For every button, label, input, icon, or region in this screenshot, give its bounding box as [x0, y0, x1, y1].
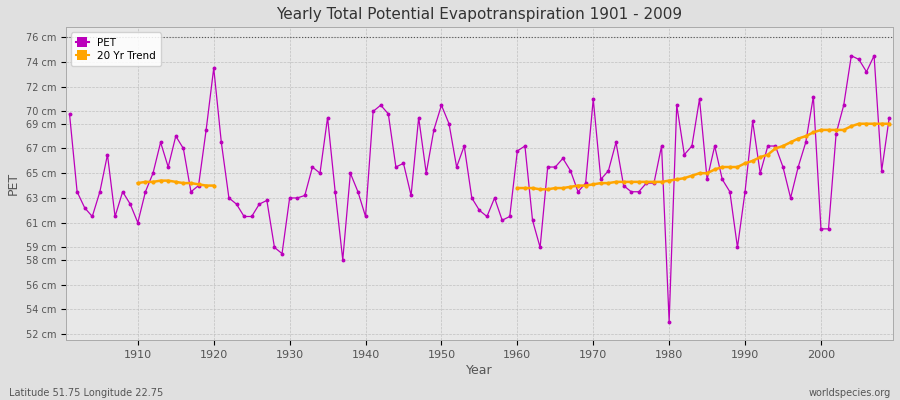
Text: worldspecies.org: worldspecies.org — [809, 388, 891, 398]
Legend: PET, 20 Yr Trend: PET, 20 Yr Trend — [71, 32, 161, 66]
Y-axis label: PET: PET — [7, 172, 20, 195]
X-axis label: Year: Year — [466, 364, 492, 377]
Text: Latitude 51.75 Longitude 22.75: Latitude 51.75 Longitude 22.75 — [9, 388, 163, 398]
Title: Yearly Total Potential Evapotranspiration 1901 - 2009: Yearly Total Potential Evapotranspiratio… — [276, 7, 682, 22]
